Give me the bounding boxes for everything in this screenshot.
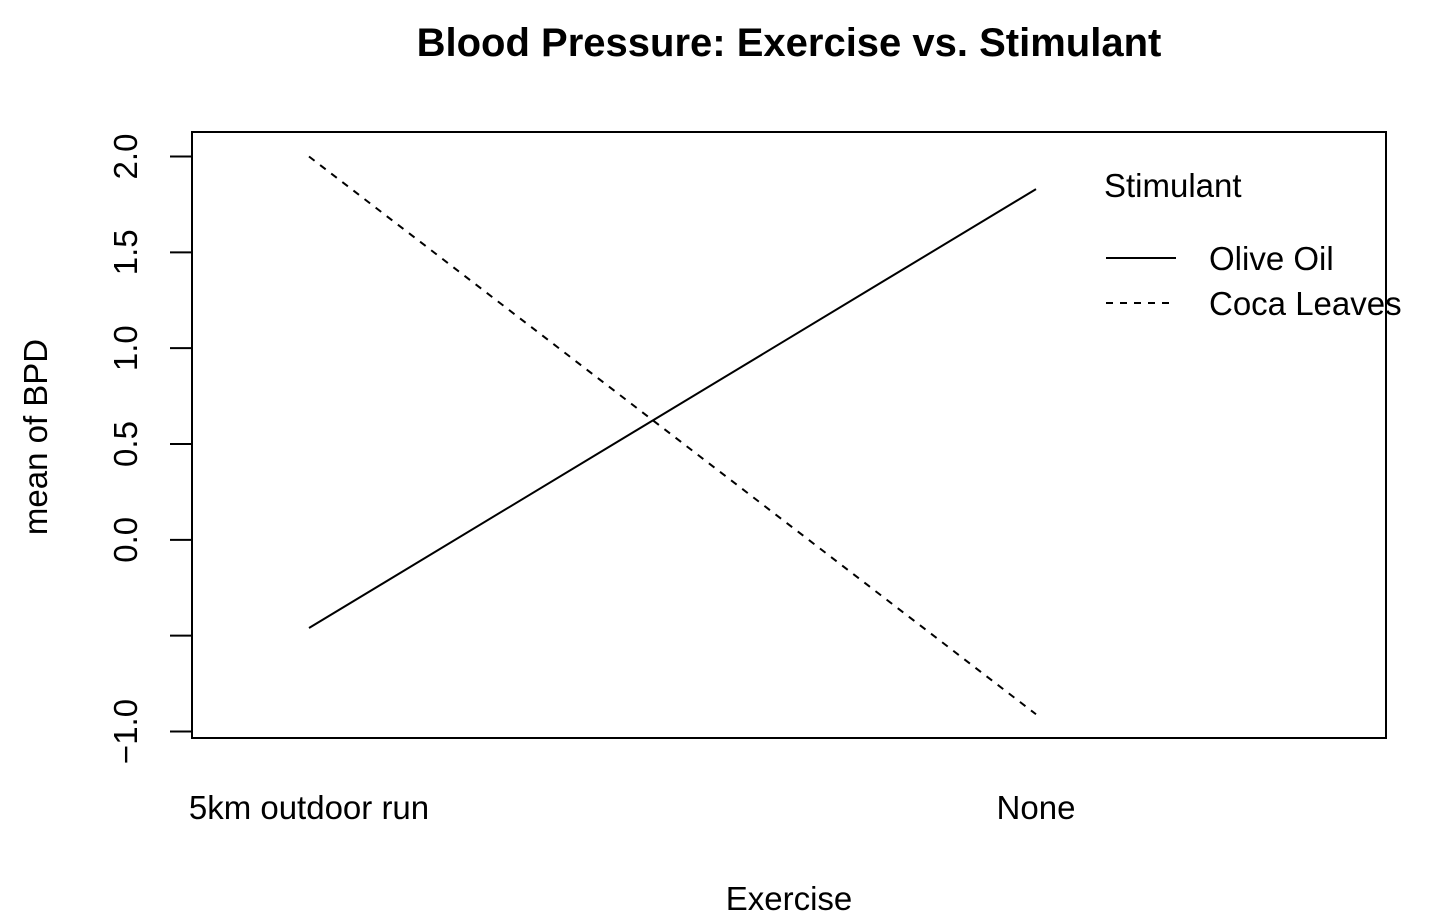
y-tick-label: 1.0	[107, 325, 144, 371]
chart-title: Blood Pressure: Exercise vs. Stimulant	[417, 21, 1162, 65]
x-axis-label: Exercise	[726, 880, 853, 917]
legend-title: Stimulant	[1104, 167, 1242, 204]
plot-frame	[191, 131, 1387, 739]
legend-item-label: Olive Oil	[1209, 240, 1334, 277]
y-tick-label: 1.5	[107, 229, 144, 275]
y-tick-label: 2.0	[107, 134, 144, 180]
series-line-olive-oil	[308, 188, 1037, 629]
y-axis: −1.0 0.0 0.5 1.0 1.5 2.0	[107, 134, 192, 764]
y-axis-label: mean of BPD	[17, 339, 54, 535]
legend-item-label: Coca Leaves	[1209, 285, 1402, 322]
x-tick-label: 5km outdoor run	[189, 789, 429, 826]
series-line-coca-leaves	[308, 155, 1037, 716]
y-tick-label: −1.0	[107, 699, 144, 764]
legend: Stimulant Olive Oil Coca Leaves	[1104, 167, 1402, 322]
y-tick-label: 0.5	[107, 421, 144, 467]
y-tick-label: 0.0	[107, 517, 144, 563]
series-layer	[308, 155, 1037, 716]
x-tick-label: None	[997, 789, 1076, 826]
x-axis: 5km outdoor run None	[189, 789, 1076, 826]
